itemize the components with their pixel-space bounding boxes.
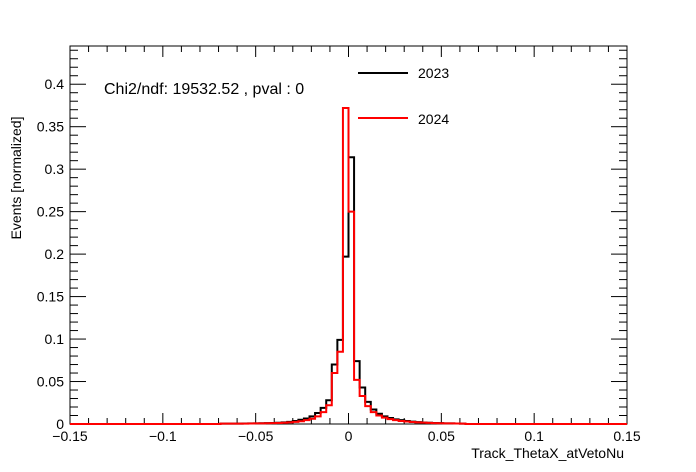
- legend-label-2024: 2024: [418, 111, 449, 127]
- y-tick-label: 0.2: [45, 246, 65, 262]
- series-layer: [70, 107, 627, 425]
- x-axis-label: Track_ThetaX_atVetoNu: [471, 445, 624, 461]
- y-axis-ticks: [70, 49, 627, 425]
- y-tick-label: 0: [56, 416, 64, 432]
- y-axis-tick-labels: 0 0.05 0.1 0.15 0.2 0.25 0.3 0.35 0.4: [37, 76, 64, 432]
- x-axis-tick-labels: −0.15 −0.1 −0.05 0 0.05 0.1 0.15: [52, 428, 641, 444]
- annotation-chi2: Chi2/ndf: 19532.52 , pval : 0: [104, 81, 304, 98]
- x-tick-label: −0.1: [149, 428, 177, 444]
- y-tick-label: 0.25: [37, 204, 64, 220]
- y-tick-label: 0.3: [45, 161, 65, 177]
- y-tick-label: 0.35: [37, 119, 64, 135]
- x-tick-label: 0.15: [613, 428, 640, 444]
- y-tick-label: 0.15: [37, 289, 64, 305]
- x-tick-label: −0.05: [238, 428, 274, 444]
- legend: 2023 2024: [358, 65, 449, 127]
- x-tick-label: −0.15: [52, 428, 88, 444]
- x-tick-label: 0.1: [524, 428, 544, 444]
- y-tick-label: 0.05: [37, 374, 64, 390]
- y-tick-label: 0.4: [45, 76, 65, 92]
- y-axis-label: Events [normalized]: [8, 117, 24, 240]
- legend-label-2023: 2023: [418, 65, 449, 81]
- series-2024-line: [70, 107, 627, 425]
- y-tick-label: 0.1: [45, 331, 65, 347]
- x-tick-label: 0.05: [428, 428, 455, 444]
- x-tick-label: 0: [345, 428, 353, 444]
